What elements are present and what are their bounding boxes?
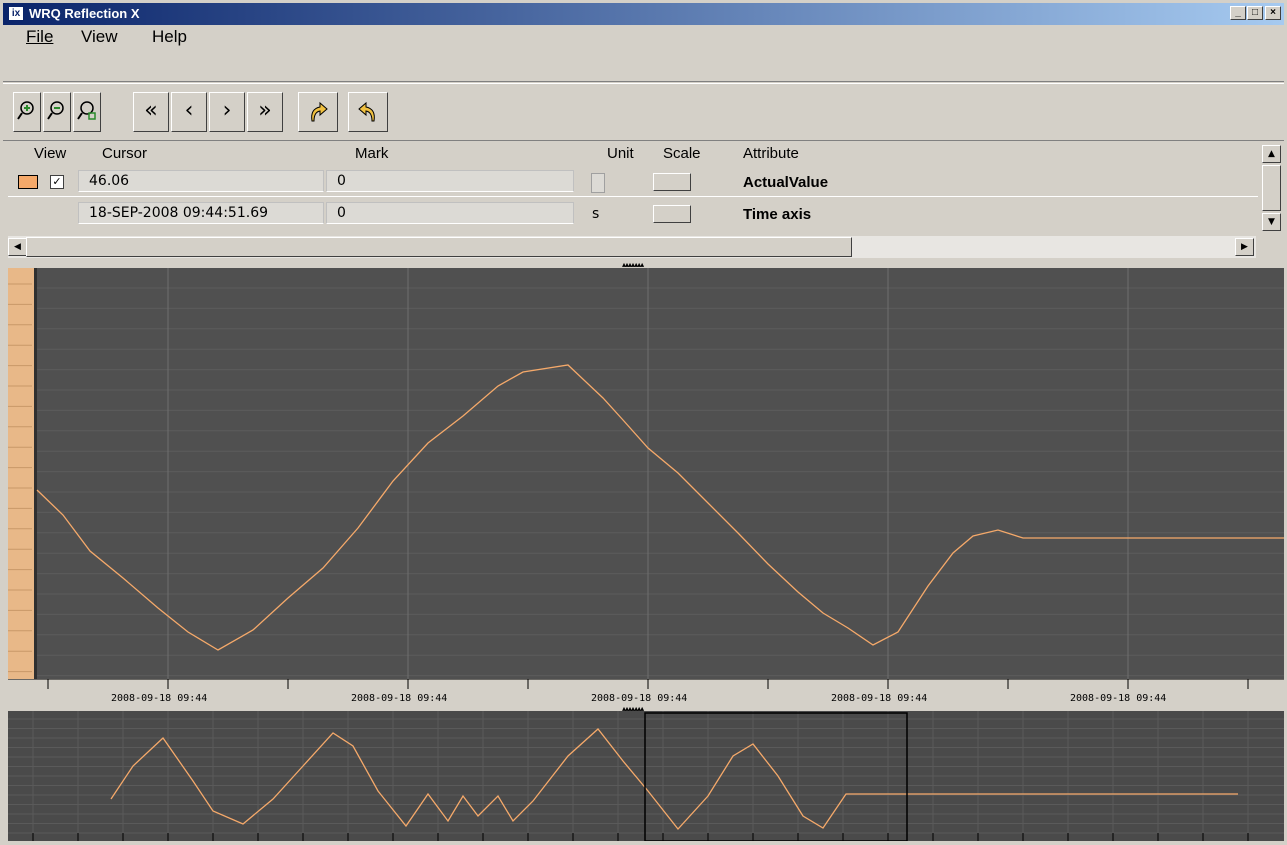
actual-value-trace [36, 364, 1284, 651]
vertical-scroll-thumb[interactable] [1262, 165, 1281, 211]
time-attribute-name: Time axis [743, 206, 812, 223]
time-tick-label: 2008-09-18 09:44 [831, 693, 928, 704]
time-tick-label: 2008-09-18 09:44 [1070, 693, 1167, 704]
overview-grid [8, 711, 1284, 841]
first-button[interactable]: « [133, 92, 169, 132]
right-chevron-icon: › [222, 98, 232, 123]
row-divider [8, 196, 1258, 197]
last-button[interactable]: » [247, 92, 283, 132]
undo-button[interactable] [348, 92, 388, 132]
splitter-grip[interactable]: ▴▴▴▴▴▴▴ [622, 260, 644, 269]
double-left-chevron-icon: « [144, 98, 158, 123]
scale-button[interactable] [653, 173, 691, 191]
zoom-out-button[interactable] [43, 92, 71, 132]
header-attribute: Attribute [743, 145, 799, 162]
signal-table: View Cursor Mark Unit Scale Attribute ✓ … [8, 143, 1260, 233]
time-scale-button[interactable] [653, 205, 691, 223]
time-mark-field[interactable]: 0 [326, 202, 574, 224]
header-cursor: Cursor [102, 145, 148, 162]
zoom-fit-icon [77, 101, 96, 120]
main-plot[interactable] [8, 268, 1284, 679]
toolbar: « ‹ › » [3, 83, 1284, 141]
header-unit: Unit [607, 145, 634, 162]
menu-bar [3, 26, 1284, 82]
attribute-name: ActualValue [743, 174, 829, 191]
header-view: View [34, 145, 67, 162]
plot-background [8, 268, 1284, 679]
scroll-right-icon[interactable]: ▶ [1235, 238, 1254, 256]
double-right-chevron-icon: » [258, 98, 272, 123]
time-axis: 2008-09-18 09:44 2008-09-18 09:44 2008-0… [8, 679, 1284, 709]
undo-arrow-icon [358, 101, 375, 122]
time-tick-label: 2008-09-18 09:44 [111, 693, 208, 704]
overview-viewport-selection[interactable] [644, 712, 908, 841]
menu-file-label: File [26, 27, 54, 46]
horizontal-scrollbar[interactable]: ◀ ▶ [8, 236, 1256, 258]
header-mark: Mark [355, 145, 389, 162]
zoom-fit-button[interactable] [73, 92, 101, 132]
overview-ticks [32, 833, 1249, 841]
zoom-in-icon [17, 101, 34, 120]
window-title: WRQ Reflection X [29, 6, 140, 21]
title-bar[interactable]: ix WRQ Reflection X _ □ × [3, 3, 1284, 25]
menu-help-label: Help [152, 27, 187, 46]
horizontal-scroll-thumb[interactable] [26, 237, 852, 257]
zoom-in-button[interactable] [13, 92, 41, 132]
zoom-out-icon [47, 101, 64, 120]
reflection-x-icon: ix [8, 6, 24, 21]
mark-value-field[interactable]: 0 [326, 170, 574, 192]
menu-view-label: View [81, 27, 118, 46]
overview-trace [110, 728, 1238, 831]
menu-file[interactable]: File [26, 27, 53, 47]
redo-arrow-icon [311, 101, 328, 122]
time-unit: s [592, 206, 600, 222]
value-axis-strip [8, 268, 34, 679]
signal-color-swatch[interactable] [18, 175, 38, 189]
unit-field[interactable] [591, 173, 605, 193]
time-axis-ticks [8, 679, 1284, 689]
left-chevron-icon: ‹ [184, 98, 194, 123]
scroll-left-icon[interactable]: ◀ [8, 238, 27, 256]
previous-button[interactable]: ‹ [171, 92, 207, 132]
time-tick-label: 2008-09-18 09:44 [351, 693, 448, 704]
cursor-value-field[interactable]: 46.06 [78, 170, 324, 192]
maximize-button[interactable]: □ [1247, 6, 1263, 20]
redo-button[interactable] [298, 92, 338, 132]
time-tick-label: 2008-09-18 09:44 [591, 693, 688, 704]
minimize-button[interactable]: _ [1230, 6, 1246, 20]
overview-plot[interactable] [8, 711, 1284, 841]
header-scale: Scale [663, 145, 701, 162]
scroll-down-icon[interactable]: ▼ [1262, 213, 1281, 231]
splitter-grip-lower[interactable]: ▴▴▴▴▴▴▴ [622, 704, 644, 713]
menu-help[interactable]: Help [152, 27, 187, 47]
close-button[interactable]: × [1265, 6, 1281, 20]
time-cursor-field[interactable]: 18-SEP-2008 09:44:51.69 [78, 202, 324, 224]
scroll-up-icon[interactable]: ▲ [1262, 145, 1281, 163]
next-button[interactable]: › [209, 92, 245, 132]
menu-view[interactable]: View [81, 27, 118, 47]
signal-visible-checkbox[interactable]: ✓ [50, 175, 64, 189]
vertical-scrollbar[interactable]: ▲ ▼ [1261, 143, 1282, 233]
value-axis-border [34, 268, 37, 679]
